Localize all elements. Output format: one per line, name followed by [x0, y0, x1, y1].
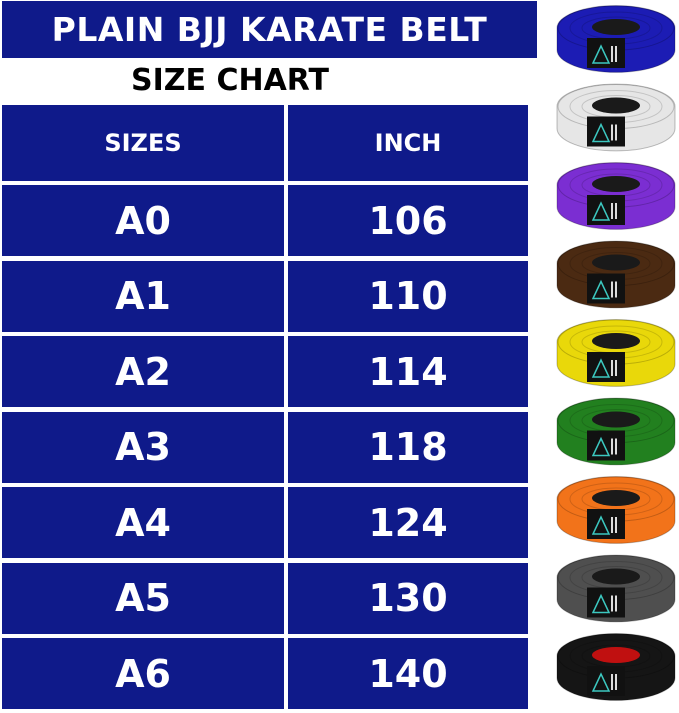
belt-yellow	[556, 319, 676, 387]
brand-logo-icon	[591, 122, 611, 143]
table-header-row: SIZES INCH	[2, 105, 528, 181]
page-title: PLAIN BJJ KARATE BELT	[2, 1, 537, 58]
belt-brown	[556, 240, 676, 309]
brand-logo-icon	[591, 44, 611, 64]
inch-cell: 130	[288, 562, 528, 634]
subtitle: SIZE CHART	[130, 63, 330, 98]
brand-logo-icon	[591, 279, 611, 300]
size-cell: A1	[2, 260, 284, 332]
table-row: A2 114	[2, 336, 528, 407]
size-cell: A4	[2, 487, 284, 558]
inch-cell: 110	[288, 260, 528, 332]
belt-blue	[556, 5, 676, 73]
belt-purple	[556, 162, 676, 230]
belt-orange	[556, 476, 676, 544]
size-cell: A0	[2, 185, 284, 256]
brand-logo-icon	[591, 358, 611, 378]
table-row: A5 130	[2, 562, 528, 634]
brand-logo-icon	[591, 436, 611, 457]
belt-green	[556, 397, 676, 466]
belt-gray	[556, 554, 676, 623]
size-cell: A6	[2, 638, 284, 709]
header-sizes: SIZES	[2, 105, 284, 181]
size-cell: A2	[2, 336, 284, 407]
inch-cell: 114	[288, 336, 528, 407]
table-row: A1 110	[2, 260, 528, 332]
belt-images	[556, 5, 676, 701]
size-table: SIZES INCH A0 106 A1 110 A2 114 A3 118 A4 124 A5 13…	[2, 105, 528, 711]
belt-white	[556, 83, 676, 152]
table-row: A6 140	[2, 638, 528, 709]
size-cell: A3	[2, 411, 284, 483]
table-row: A4 124	[2, 487, 528, 558]
inch-cell: 106	[288, 185, 528, 256]
brand-logo-icon	[591, 672, 611, 692]
inch-cell: 124	[288, 487, 528, 558]
brand-logo-icon	[591, 515, 611, 535]
header-inch: INCH	[288, 105, 528, 181]
table-row: A3 118	[2, 411, 528, 483]
inch-cell: 140	[288, 638, 528, 709]
belt-black	[556, 633, 676, 701]
brand-logo-icon	[591, 201, 611, 221]
table-row: A0 106	[2, 185, 528, 256]
inch-cell: 118	[288, 411, 528, 483]
brand-logo-icon	[591, 593, 611, 614]
size-cell: A5	[2, 562, 284, 634]
